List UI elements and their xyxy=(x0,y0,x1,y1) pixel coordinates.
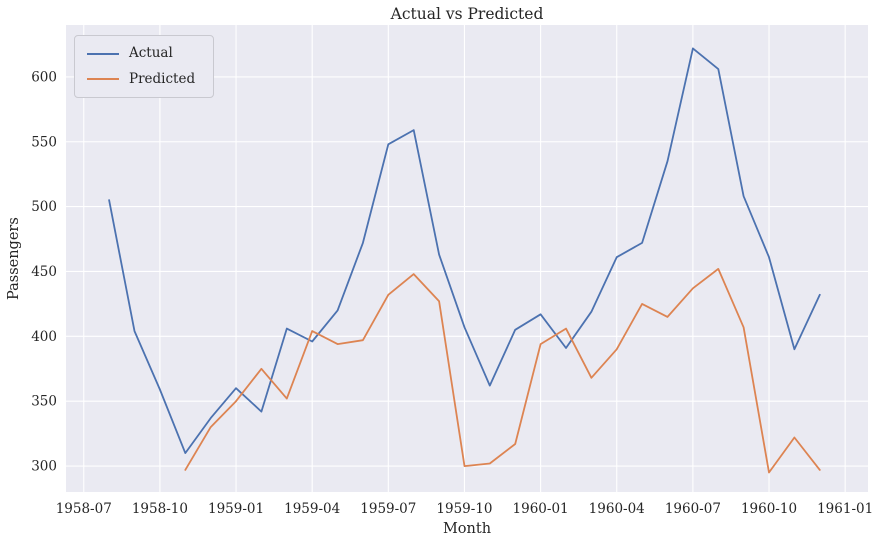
x-tick-label: 1958-07 xyxy=(56,501,112,517)
y-tick-label: 450 xyxy=(31,264,57,280)
x-tick-label: 1960-04 xyxy=(589,501,645,517)
x-tick-label: 1961-01 xyxy=(817,501,873,517)
legend-line-predicted-icon xyxy=(87,78,119,81)
x-tick-label: 1959-01 xyxy=(208,501,264,517)
series-line-actual xyxy=(108,47,821,454)
legend-item-actual: Actual xyxy=(87,45,195,61)
chart-title: Actual vs Predicted xyxy=(390,5,544,23)
legend-line-actual-icon xyxy=(87,52,119,55)
x-tick-label: 1959-10 xyxy=(436,501,492,517)
series-line-predicted xyxy=(184,268,821,474)
legend: Actual Predicted xyxy=(74,35,215,98)
y-tick-label: 300 xyxy=(31,459,57,475)
x-tick-label: 1960-01 xyxy=(513,501,569,517)
y-tick-label: 600 xyxy=(31,69,57,85)
legend-label-predicted: Predicted xyxy=(129,70,196,87)
y-tick-label: 400 xyxy=(31,329,57,345)
y-tick-label: 350 xyxy=(31,394,57,410)
x-tick-label: 1960-10 xyxy=(741,501,797,517)
x-axis-label: Month xyxy=(442,521,492,537)
x-tick-label: 1960-07 xyxy=(665,501,721,517)
legend-label-actual: Actual xyxy=(129,45,173,61)
x-tick-label: 1959-04 xyxy=(284,501,340,517)
y-tick-label: 500 xyxy=(31,199,57,215)
x-tick-label: 1959-07 xyxy=(360,501,416,517)
x-tick-label: 1958-10 xyxy=(132,501,188,517)
axes-background xyxy=(66,25,868,492)
legend-item-predicted: Predicted xyxy=(87,70,196,87)
y-tick-label: 550 xyxy=(31,134,57,150)
